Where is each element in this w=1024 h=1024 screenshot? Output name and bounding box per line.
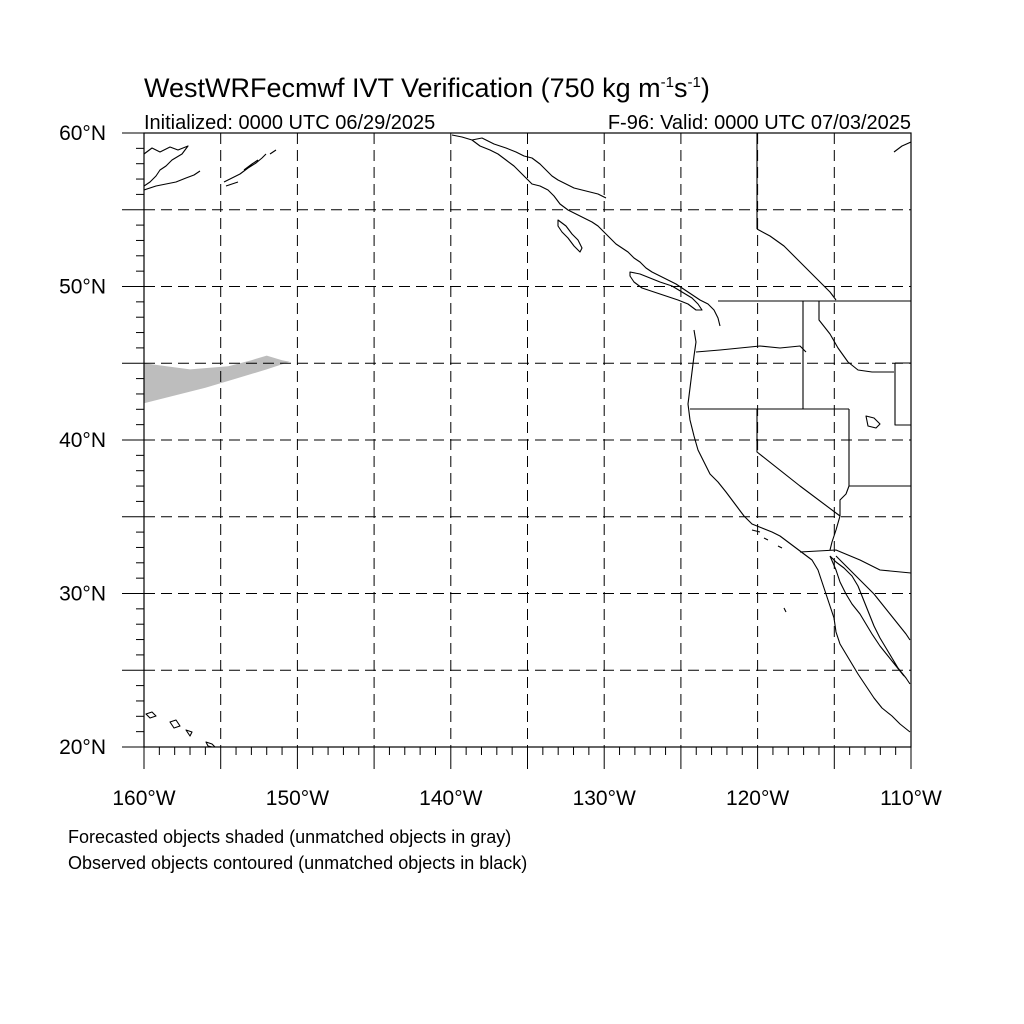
- init-time-label: Initialized: 0000 UTC 06/29/2025: [144, 112, 435, 134]
- baja-california: [829, 555, 911, 685]
- latitude-labels: 60°N 50°N 40°N 30°N 20°N: [59, 122, 106, 759]
- great-salt-lake: [865, 415, 881, 429]
- lon-tick-label: 150°W: [266, 787, 329, 810]
- lon-tick-label: 130°W: [573, 787, 636, 810]
- lon-tick-label: 140°W: [419, 787, 482, 810]
- caption-observed: Observed objects contoured (unmatched ob…: [68, 853, 528, 873]
- channel-islands: [751, 529, 787, 613]
- lon-tick-label: 120°W: [726, 787, 789, 810]
- mainland-mexico-coast: [835, 555, 911, 641]
- queen-charlotte-islands: [557, 219, 583, 253]
- lat-tick-label: 60°N: [59, 122, 106, 145]
- panhandle-coastline: [451, 134, 721, 327]
- ca-nv-border: [756, 409, 841, 517]
- lon-tick-label: 160°W: [112, 787, 175, 810]
- wa-or-border: [695, 345, 807, 353]
- lon-tick-label: 110°W: [880, 787, 942, 810]
- lat-tick-label: 30°N: [59, 583, 106, 606]
- us-west-coast: [687, 329, 911, 733]
- us-mexico-border: [799, 549, 911, 574]
- valid-time-label: F-96: Valid: 0000 UTC 07/03/2025: [608, 112, 911, 134]
- lat-tick-label: 40°N: [59, 429, 106, 452]
- map-title: WestWRFecmwf IVT Verification (750 kg m-…: [144, 73, 710, 103]
- lat-tick-label: 20°N: [59, 736, 106, 759]
- alaska-boundary: [471, 137, 607, 199]
- lat-tick-label: 50°N: [59, 276, 106, 299]
- alaska-coastline: [144, 145, 277, 191]
- wy-border: [894, 362, 911, 426]
- geographic-outlines: [144, 133, 911, 747]
- longitude-labels: 160°W 150°W 140°W 130°W 120°W 110°W: [112, 787, 942, 810]
- id-wa-or-border: [802, 301, 894, 409]
- caption-forecast: Forecasted objects shaded (unmatched obj…: [68, 827, 512, 847]
- nv-ut-az-border: [829, 409, 911, 551]
- coast-top-right: [893, 141, 911, 153]
- forecast-object-shading: [144, 355, 290, 404]
- graticule: [144, 133, 911, 747]
- bc-alberta-border: [756, 133, 837, 301]
- axis-ticks: [122, 132, 912, 769]
- hawaii-islands: [145, 711, 216, 747]
- vancouver-island: [629, 271, 703, 311]
